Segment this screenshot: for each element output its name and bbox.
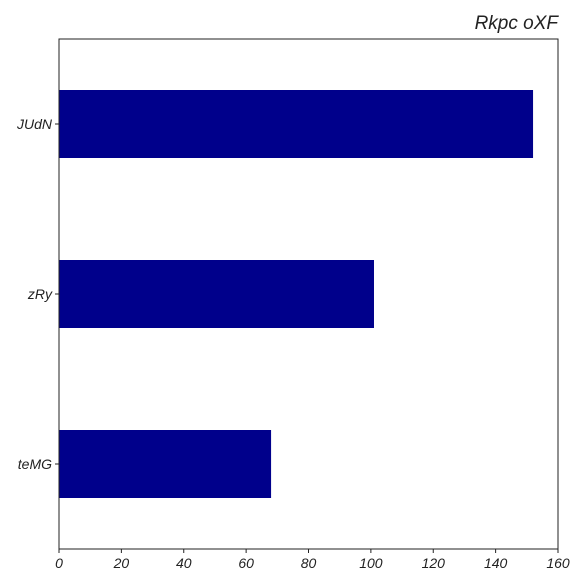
bar-zRy [59, 260, 374, 328]
y-axis: JUdN zRy teMG [16, 116, 59, 472]
y-tick-label: JUdN [16, 116, 53, 132]
x-tick-label: 100 [359, 555, 383, 571]
bars-layer [59, 90, 534, 498]
bar-teMG [59, 430, 272, 498]
y-tick-label: zRy [27, 286, 53, 302]
x-tick-label: 0 [55, 555, 63, 571]
chart-title: Rkpc oXF [475, 13, 560, 34]
y-tick-label: teMG [18, 456, 52, 472]
x-tick-label: 140 [484, 555, 508, 571]
x-tick-label: 120 [422, 555, 446, 571]
x-tick-label: 60 [238, 555, 254, 571]
x-tick-label: 160 [546, 555, 570, 571]
x-tick-label: 20 [113, 555, 130, 571]
x-tick-label: 80 [301, 555, 317, 571]
x-axis: 0 20 40 60 80 100 120 140 160 [55, 549, 570, 571]
x-tick-label: 40 [176, 555, 192, 571]
bar-JUdN [59, 90, 534, 158]
